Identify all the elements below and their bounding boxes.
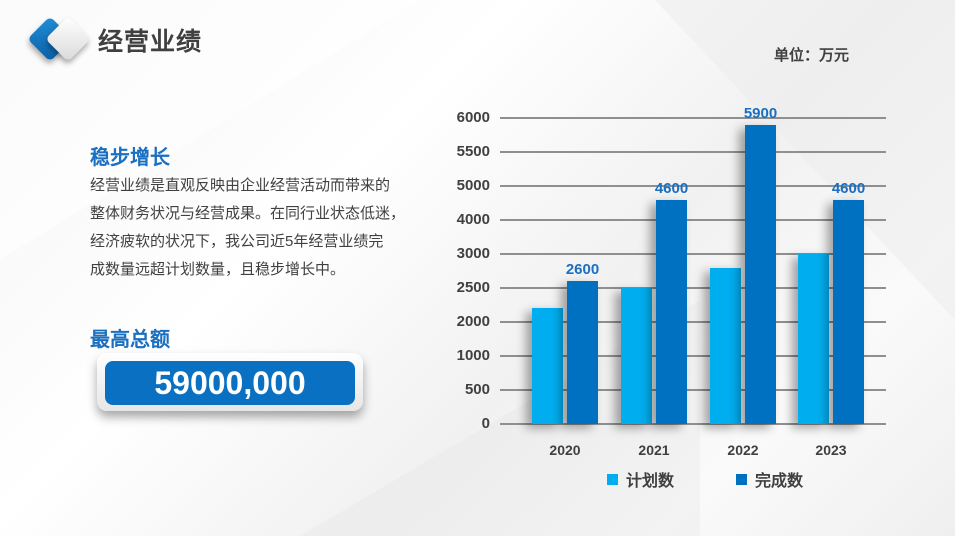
data-label: 4600 (831, 179, 866, 197)
x-axis-tick: 2022 (727, 442, 759, 458)
bar-done-2023 (833, 199, 864, 424)
y-axis-tick: 2500 (456, 279, 490, 296)
y-axis-tick: 6000 (456, 109, 490, 126)
x-axis-tick: 2023 (815, 442, 847, 458)
total-value-card: 59000,000 (97, 353, 363, 411)
legend-label: 完成数 (755, 473, 804, 490)
gridline (500, 219, 886, 221)
legend-swatch (736, 473, 747, 485)
gridline (500, 253, 886, 255)
y-axis-tick: 1000 (456, 347, 490, 364)
bar-done-2020 (567, 281, 598, 424)
page-title: 经营业绩 (98, 28, 203, 56)
x-axis-tick: 2021 (638, 442, 670, 458)
y-axis-tick: 500 (464, 381, 490, 398)
data-label: 5900 (743, 104, 778, 122)
gridline (500, 321, 886, 323)
bar-done-2021 (656, 199, 687, 424)
y-axis-tick: 0 (481, 415, 490, 432)
legend-swatch (607, 473, 618, 485)
legend-item-done: 完成数 (736, 467, 803, 491)
y-axis-tick: 5500 (456, 143, 490, 160)
description-line: 成数量远超计划数量，且稳步增长中。 (90, 261, 346, 278)
section-title-max-total: 最高总额 (90, 329, 170, 351)
legend-label: 计划数 (626, 473, 675, 490)
total-value: 59000,000 (105, 361, 355, 405)
description: 经营业绩是直观反映由企业经营活动而带来的 整体财务状况与经营成果。在同行业状态低… (90, 172, 430, 284)
gridline (500, 185, 886, 187)
unit-label: 单位：万元 (774, 47, 850, 64)
description-line: 整体财务状况与经营成果。在同行业状态低迷， (90, 205, 406, 222)
section-title-growth: 稳步增长 (90, 147, 170, 169)
gridline (500, 389, 886, 391)
gridline (500, 117, 886, 119)
gridline (500, 151, 886, 153)
bar-plan-2022 (710, 267, 741, 424)
description-line: 经营业绩是直观反映由企业经营活动而带来的 (90, 177, 391, 194)
bar-done-2022 (745, 124, 776, 424)
y-axis-tick: 2000 (456, 313, 490, 330)
data-label: 2600 (565, 261, 600, 279)
y-axis-tick: 4000 (456, 211, 490, 228)
gridline (500, 423, 886, 425)
bar-plan-2021 (621, 288, 652, 424)
gridline (500, 287, 886, 289)
x-axis-tick: 2020 (549, 442, 581, 458)
legend-item-plan: 计划数 (607, 467, 674, 491)
description-line: 经济疲软的状况下，我公司近5年经营业绩完 (90, 233, 384, 250)
y-axis-tick: 5000 (456, 177, 490, 194)
bar-plan-2020 (532, 308, 563, 424)
gridline (500, 355, 886, 357)
bar-plan-2023 (798, 254, 829, 424)
data-label: 4600 (654, 179, 689, 197)
y-axis-tick: 3000 (456, 245, 490, 262)
